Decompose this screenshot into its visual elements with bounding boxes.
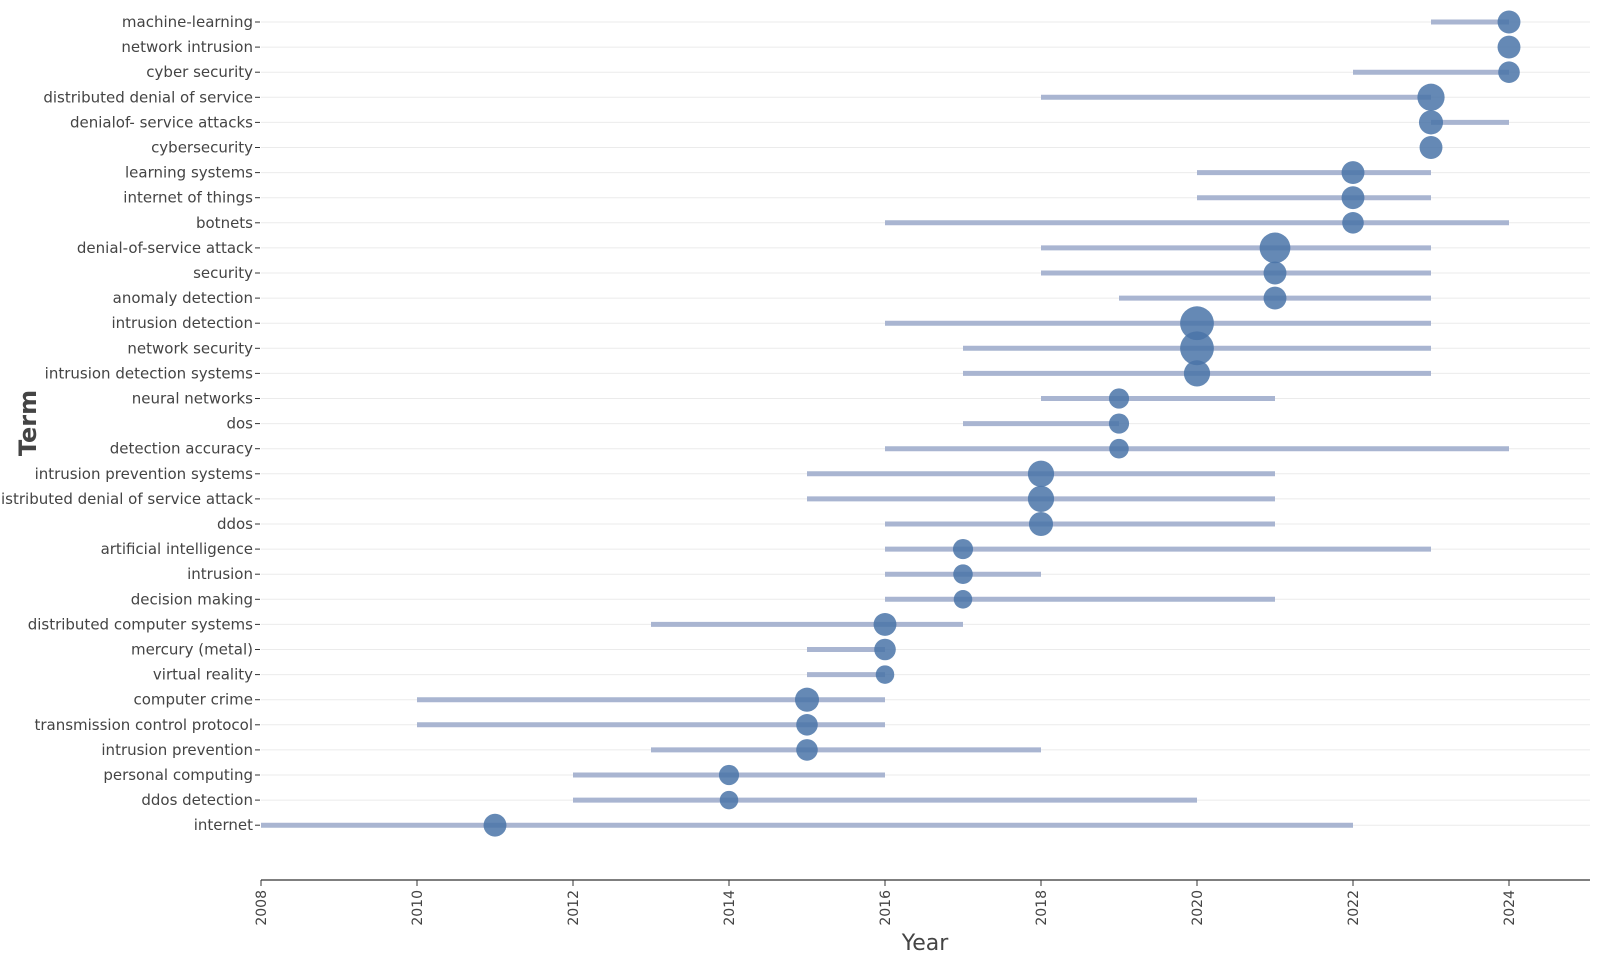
point-neural-networks	[1108, 388, 1130, 409]
point-security	[1263, 261, 1287, 285]
y-tick-label-virtual-reality: virtual reality	[153, 666, 253, 684]
x-tick-label-2008: 2008	[254, 890, 270, 926]
point-intrusion	[953, 564, 973, 584]
y-tick-label-anomaly-detection: anomaly detection	[113, 289, 253, 307]
point-personal-computing	[718, 764, 740, 786]
y-tick-label-machine-learning: machine-learning	[122, 13, 253, 31]
y-tick-label-ddos: ddos	[217, 515, 253, 533]
y-tick-label-intrusion-prevention-systems: intrusion prevention systems	[35, 465, 254, 483]
point-distributed-computer-systems	[873, 612, 897, 636]
x-tick-label-2016: 2016	[878, 890, 894, 926]
point-intrusion-prevention-systems	[1027, 460, 1055, 487]
point-network-security	[1180, 331, 1214, 366]
y-tick-label-cybersecurity: cybersecurity	[151, 139, 253, 157]
point-dos	[1108, 413, 1130, 434]
y-tick-label-distributed-denial-of-service-attack: distributed denial of service attack	[0, 490, 253, 508]
y-tick-label-distributed-computer-systems: distributed computer systems	[28, 615, 253, 633]
point-internet	[483, 813, 507, 837]
point-machine-learning	[1497, 10, 1521, 34]
point-botnets	[1342, 212, 1364, 234]
y-tick-label-learning-systems: learning systems	[125, 164, 253, 182]
x-tick-label-2024: 2024	[1502, 890, 1518, 926]
point-network-intrusion	[1497, 35, 1521, 59]
point-denialof-service-attacks	[1418, 110, 1444, 135]
x-axis: 2008 2010 2012 2014 2016 2018 2020 2022 2024	[254, 879, 1590, 926]
y-tick-label-intrusion: intrusion	[187, 565, 253, 583]
y-tick-label-intrusion-prevention: intrusion prevention	[101, 741, 253, 759]
y-tick-label-intrusion-detection-systems: intrusion detection systems	[45, 364, 254, 382]
y-tick-label-mercury-metal: mercury (metal)	[131, 641, 253, 659]
x-tick-label-2012: 2012	[566, 890, 582, 926]
grid-lines	[261, 21, 1590, 826]
point-intrusion-detection	[1180, 306, 1214, 341]
y-tick-label-denialof-service-attacks: denialof- service attacks	[70, 113, 253, 131]
y-tick-label-detection-accuracy: detection accuracy	[110, 440, 253, 458]
y-tick-label-intrusion-detection: intrusion detection	[111, 314, 253, 332]
point-cyber-security	[1498, 61, 1520, 83]
point-intrusion-prevention	[796, 739, 818, 761]
point-transmission-control-protocol	[796, 714, 818, 736]
point-cybersecurity	[1419, 136, 1443, 159]
x-tick-label-2014: 2014	[722, 890, 738, 926]
y-tick-label-botnets: botnets	[196, 214, 253, 232]
y-tick-label-computer-crime: computer crime	[133, 691, 253, 709]
y-tick-label-dos: dos	[226, 415, 253, 433]
y-tick-label-cyber-security: cyber security	[146, 63, 253, 81]
point-anomaly-detection	[1263, 286, 1287, 310]
y-tick-label-artificial-intelligence: artificial intelligence	[101, 540, 253, 558]
y-tick-label-neural-networks: neural networks	[132, 390, 253, 408]
y-tick-label-distributed-denial-of-service: distributed denial of service	[43, 88, 253, 106]
y-tick-label-denial-of-service-attack: denial-of-service attack	[77, 239, 253, 257]
y-tick-label-security: security	[193, 264, 253, 282]
point-distributed-denial-of-service-attack	[1027, 485, 1055, 513]
point-artificial-intelligence	[952, 539, 974, 560]
y-tick-label-internet-of-things: internet of things	[123, 189, 253, 207]
y-tick-label-ddos-detection: ddos detection	[141, 791, 253, 809]
point-computer-crime	[794, 687, 820, 712]
x-tick-label-2022: 2022	[1346, 890, 1362, 926]
y-tick-label-network-security: network security	[127, 339, 253, 357]
point-learning-systems	[1341, 161, 1365, 185]
point-denial-of-service-attack	[1259, 232, 1291, 264]
point-detection-accuracy	[1109, 438, 1129, 459]
point-intrusion-detection-systems	[1183, 360, 1211, 387]
point-decision-making	[953, 590, 973, 609]
y-axis-title: Term	[14, 390, 42, 456]
point-distributed-denial-of-service	[1417, 83, 1445, 111]
point-internet-of-things	[1341, 186, 1365, 210]
point-ddos	[1028, 511, 1054, 537]
y-tick-label-internet: internet	[194, 816, 253, 834]
y-tick-label-personal-computing: personal computing	[103, 766, 253, 784]
y-axis: machine-learning network intrusion cyber s…	[0, 13, 260, 834]
y-tick-label-decision-making: decision making	[131, 590, 253, 608]
point-ddos-detection	[719, 790, 739, 810]
x-tick-label-2020: 2020	[1190, 890, 1206, 926]
x-axis-title: Year	[901, 931, 950, 956]
point-virtual-reality	[875, 665, 895, 684]
x-tick-label-2010: 2010	[410, 890, 426, 926]
point-mercury-metal	[874, 638, 896, 661]
y-tick-label-network-intrusion: network intrusion	[121, 38, 253, 56]
x-tick-label-2018: 2018	[1034, 890, 1050, 926]
term-points	[483, 10, 1521, 837]
y-tick-label-transmission-control-protocol: transmission control protocol	[34, 716, 253, 734]
